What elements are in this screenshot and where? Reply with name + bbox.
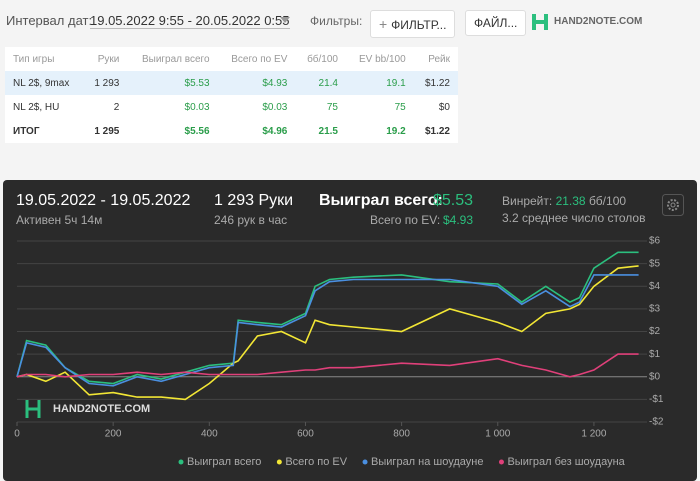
column-header: бб/100 xyxy=(307,53,338,65)
filter-button[interactable]: + ФИЛЬТР... xyxy=(370,10,456,38)
x-tick-label: 600 xyxy=(297,429,314,440)
y-tick-label: -$1 xyxy=(649,394,664,405)
legend-label: Выиграл всего xyxy=(187,456,261,468)
table-cell: $4.96 xyxy=(262,125,288,137)
series-line xyxy=(16,265,639,401)
table-row: NL 2$, 9max 1 293 $5.53 $4.93 21.4 19.1 $1.22 xyxy=(5,71,458,95)
x-tick-label: 200 xyxy=(105,429,122,440)
winrate-unit: бб/100 xyxy=(588,194,627,208)
table-cell: 1 295 xyxy=(94,125,120,137)
watermark-icon xyxy=(25,400,41,418)
stats-table: Тип игры Руки Выиграл всего Всего по EV бб/1… xyxy=(5,47,458,143)
table-cell: 19.2 xyxy=(386,125,406,137)
y-tick-label: $1 xyxy=(649,349,661,360)
tables-avg: 3.2 среднее число столов xyxy=(502,211,646,225)
legend-marker xyxy=(178,459,184,465)
x-tick-label: 400 xyxy=(201,429,218,440)
table-cell: 2 xyxy=(113,101,120,113)
settings-button[interactable] xyxy=(662,194,684,216)
table-cell: $5.56 xyxy=(184,125,210,137)
column-header: EV bb/100 xyxy=(358,53,406,65)
x-tick-label: 1 000 xyxy=(485,429,510,440)
ev-value: $4.93 xyxy=(443,213,474,227)
x-tick-label: 1 200 xyxy=(581,429,606,440)
won-label: Выиграл всего: xyxy=(319,192,443,209)
table-cell: 21.5 xyxy=(318,125,338,137)
logo-icon xyxy=(532,14,548,30)
plus-icon: + xyxy=(379,16,392,32)
dropdown-caret xyxy=(280,17,290,23)
table-cell: ИТОГ xyxy=(13,125,40,137)
chart: $6 $5 $4 $3 $2 $1 $0 -$1 -$2 0 200 400 600 800 1 000 1 … xyxy=(14,236,664,468)
column-header: Тип игры xyxy=(13,53,55,65)
filter-button-text: ФИЛЬТР... xyxy=(391,18,447,32)
column-header: Руки xyxy=(97,53,120,65)
filters-label: Фильтры: xyxy=(310,14,363,28)
table-cell: 19.1 xyxy=(346,71,414,95)
table-cell: $0 xyxy=(438,101,450,113)
column-header: Всего по EV xyxy=(231,53,288,65)
y-tick-label: $4 xyxy=(649,281,661,292)
winrate-label: Винрейт: xyxy=(502,194,553,208)
table-cell: $5.53 xyxy=(127,71,218,95)
won-value: $5.53 xyxy=(433,192,474,209)
table-cell: $1.22 xyxy=(424,125,450,137)
table-cell: 75 xyxy=(394,101,406,113)
x-tick-label: 800 xyxy=(393,429,410,440)
series-line xyxy=(16,353,639,378)
table-cell: 1 293 xyxy=(83,71,128,95)
y-tick-label: $0 xyxy=(649,371,661,382)
table-cell: NL 2$, HU xyxy=(13,101,60,113)
y-tick-label: $3 xyxy=(649,304,661,315)
legend-label: Выиграл без шоудауна xyxy=(507,456,625,468)
y-tick-label: $5 xyxy=(649,258,661,269)
file-button[interactable]: ФАЙЛ... xyxy=(465,10,527,36)
watermark: HAND2NOTE.COM xyxy=(53,403,150,415)
y-tick-label: $6 xyxy=(649,236,661,247)
y-tick-label: -$2 xyxy=(649,417,664,428)
chart-panel: 19.05.2022 - 19.05.2022 Активен 5ч 14м 1… xyxy=(3,180,697,481)
winrate: Винрейт: 21.38 бб/100 xyxy=(502,194,626,208)
table-row: ИТОГ 1 295 $5.56 $4.96 21.5 19.2 $1.22 xyxy=(5,119,458,143)
hands-per-hour: 246 рук в час xyxy=(214,213,288,227)
active-time: Активен 5ч 14м xyxy=(16,213,103,227)
logo: HAND2NOTE.COM xyxy=(554,16,643,27)
legend-marker xyxy=(276,459,282,465)
winrate-value: 21.38 xyxy=(555,194,586,208)
table-row: NL 2$, HU 2 $0.03 $0.03 75 75 $0 xyxy=(5,95,458,119)
table-cell: $1.22 xyxy=(413,71,458,95)
interval-label: Интервал дат: xyxy=(6,13,93,28)
x-tick-label: 0 xyxy=(14,429,20,440)
table-cell: $0.03 xyxy=(184,101,210,113)
table-cell: NL 2$, 9max xyxy=(5,71,84,95)
date-range: 19.05.2022 - 19.05.2022 xyxy=(16,192,191,209)
column-header: Рейк xyxy=(428,53,450,65)
table-cell: 21.4 xyxy=(295,71,346,95)
series-line xyxy=(16,251,639,385)
table-cell: $0.03 xyxy=(262,101,288,113)
legend-label: Выиграл на шоудауне xyxy=(371,456,483,468)
interval-value[interactable]: 19.05.2022 9:55 - 20.05.2022 0:55 xyxy=(90,13,290,29)
ev-label: Всего по EV: xyxy=(370,213,441,227)
series-line xyxy=(16,274,639,387)
legend-label: Всего по EV xyxy=(285,456,347,468)
hands: 1 293 Руки xyxy=(214,192,294,209)
table-cell: 75 xyxy=(326,101,338,113)
column-header: Выиграл всего xyxy=(141,53,210,65)
legend-marker xyxy=(498,459,504,465)
table-cell: $4.93 xyxy=(217,71,296,95)
y-tick-label: $2 xyxy=(649,326,661,337)
legend-marker xyxy=(362,459,368,465)
